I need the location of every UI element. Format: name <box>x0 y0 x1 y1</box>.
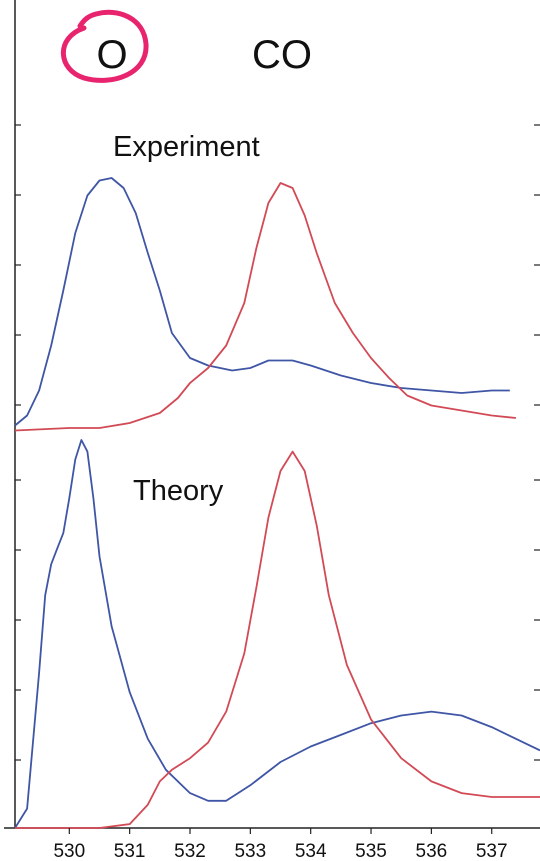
x-tick-label: 536 <box>416 841 448 861</box>
theory-red-curve <box>15 450 540 829</box>
x-tick-label: 534 <box>295 841 327 861</box>
experiment-red-curve <box>14 182 516 432</box>
label-co: CO <box>252 33 312 77</box>
chart-axes <box>4 0 540 829</box>
highlight-circle-annotation <box>60 9 149 83</box>
panel-title-theory: Theory <box>133 475 224 507</box>
chart-curves <box>14 177 540 829</box>
x-axis-ticks: 530 531 532 533 534 535 536 537 <box>53 828 508 861</box>
x-tick-label: 533 <box>234 841 266 861</box>
theory-blue-curve <box>14 439 540 829</box>
x-tick-label: 530 <box>53 841 85 861</box>
label-o: O <box>96 33 127 77</box>
x-tick-label: 535 <box>355 841 387 861</box>
experiment-blue-curve <box>14 177 510 427</box>
x-tick-label: 537 <box>476 841 508 861</box>
x-tick-label: 532 <box>174 841 206 861</box>
panel-title-experiment: Experiment <box>113 131 260 163</box>
x-tick-label: 531 <box>114 841 146 861</box>
